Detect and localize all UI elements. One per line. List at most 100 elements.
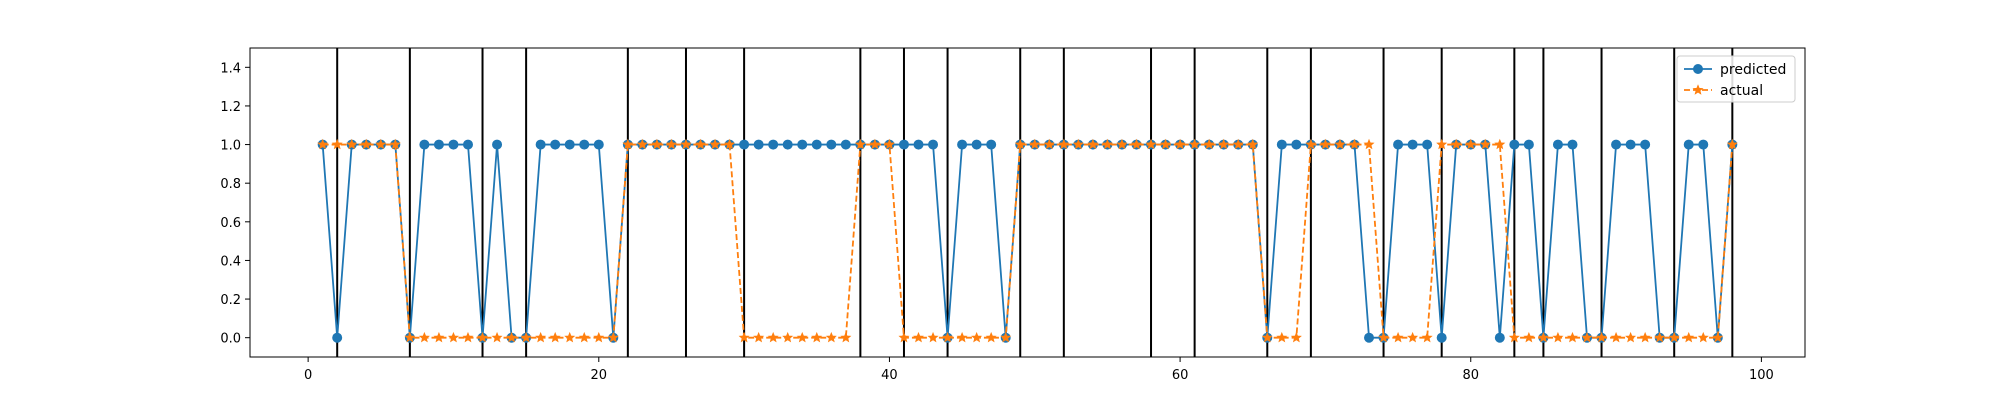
- data-point: [1698, 139, 1709, 150]
- data-point: [1101, 138, 1113, 150]
- data-point: [462, 331, 474, 343]
- data-point: [1160, 138, 1172, 150]
- data-point: [1436, 332, 1447, 343]
- data-point: [520, 331, 532, 343]
- data-point: [404, 331, 416, 343]
- data-point: [1364, 332, 1375, 343]
- data-point: [767, 331, 779, 343]
- x-tick-label: 20: [591, 368, 608, 383]
- data-point: [1509, 139, 1520, 150]
- legend-label: predicted: [1720, 62, 1786, 78]
- data-point: [1291, 139, 1302, 150]
- data-point: [389, 138, 401, 150]
- y-tick-label: 0.0: [220, 332, 241, 347]
- data-point: [680, 138, 692, 150]
- y-tick-label: 0.8: [220, 177, 241, 192]
- data-point: [898, 139, 909, 150]
- y-tick-label: 0.2: [220, 293, 241, 308]
- data-point: [709, 138, 721, 150]
- data-point: [1552, 139, 1563, 150]
- data-point: [1319, 138, 1331, 150]
- data-point: [971, 331, 983, 343]
- data-point: [1305, 138, 1317, 150]
- data-point: [1000, 331, 1012, 343]
- data-point: [418, 331, 430, 343]
- data-point: [898, 331, 910, 343]
- data-point: [1422, 139, 1433, 150]
- data-point: [477, 331, 489, 343]
- data-point: [928, 139, 939, 150]
- data-point: [462, 139, 473, 150]
- data-point: [1523, 139, 1534, 150]
- x-axis: 0 20 40 60 80 100: [304, 357, 1774, 383]
- data-point: [1261, 331, 1273, 343]
- legend-entry-actual: actual: [1684, 83, 1763, 99]
- data-point: [1494, 332, 1505, 343]
- data-point: [1378, 331, 1390, 343]
- data-point: [578, 331, 590, 343]
- data-point: [607, 331, 619, 343]
- data-point: [564, 139, 575, 150]
- data-point: [768, 139, 779, 150]
- data-point: [1348, 138, 1361, 150]
- data-point: [1043, 138, 1055, 150]
- data-point: [1639, 331, 1651, 343]
- data-point: [1611, 139, 1622, 150]
- data-point: [1276, 331, 1288, 343]
- y-tick-label: 0.6: [220, 216, 241, 231]
- data-point: [1465, 138, 1477, 150]
- data-point: [622, 138, 634, 150]
- y-axis: 0.0 0.2 0.4 0.6 0.8 1.0 1.2 1.4: [220, 61, 250, 347]
- data-point: [1697, 331, 1709, 343]
- data-point: [651, 138, 663, 150]
- data-point: [433, 331, 445, 343]
- series-predicted: [317, 139, 1738, 343]
- data-point: [535, 139, 546, 150]
- data-point: [986, 139, 997, 150]
- series-line-predicted: [321, 143, 1734, 339]
- series-group: [317, 138, 1738, 343]
- data-point: [593, 139, 604, 150]
- data-point: [1363, 138, 1375, 150]
- data-point: [1683, 331, 1695, 343]
- data-point: [1552, 331, 1564, 343]
- legend-marker: [1692, 84, 1704, 95]
- data-point: [1421, 331, 1433, 343]
- data-point: [1407, 139, 1418, 150]
- x-tick-label: 40: [881, 368, 898, 383]
- data-point: [1610, 331, 1622, 343]
- data-point: [738, 331, 750, 343]
- data-point: [1130, 138, 1143, 150]
- data-point: [331, 138, 343, 150]
- y-tick-label: 1.4: [220, 61, 241, 76]
- data-point: [1407, 331, 1419, 343]
- data-point: [1189, 138, 1201, 150]
- data-point: [1276, 139, 1287, 150]
- data-point: [753, 331, 765, 343]
- event-lines: [336, 48, 1734, 357]
- data-point: [797, 139, 808, 150]
- data-point: [957, 139, 968, 150]
- data-point: [1232, 138, 1244, 150]
- data-point: [1683, 139, 1694, 150]
- data-point: [492, 139, 503, 150]
- data-point: [1218, 138, 1230, 150]
- data-point: [1654, 331, 1666, 343]
- x-tick-label: 60: [1172, 368, 1189, 383]
- data-point: [1581, 331, 1593, 343]
- data-point: [1567, 139, 1578, 150]
- data-point: [883, 138, 895, 150]
- data-point: [739, 139, 750, 150]
- data-point: [782, 139, 793, 150]
- data-point: [1508, 331, 1520, 343]
- data-point: [1625, 139, 1636, 150]
- data-point: [1247, 138, 1259, 150]
- data-point: [448, 139, 459, 150]
- data-point: [1029, 138, 1041, 150]
- data-point: [927, 331, 939, 343]
- y-tick-label: 1.0: [220, 139, 241, 154]
- legend-entry-predicted: predicted: [1684, 62, 1786, 78]
- data-point: [506, 331, 518, 343]
- data-point: [1145, 138, 1157, 150]
- legend-marker: [1693, 64, 1703, 74]
